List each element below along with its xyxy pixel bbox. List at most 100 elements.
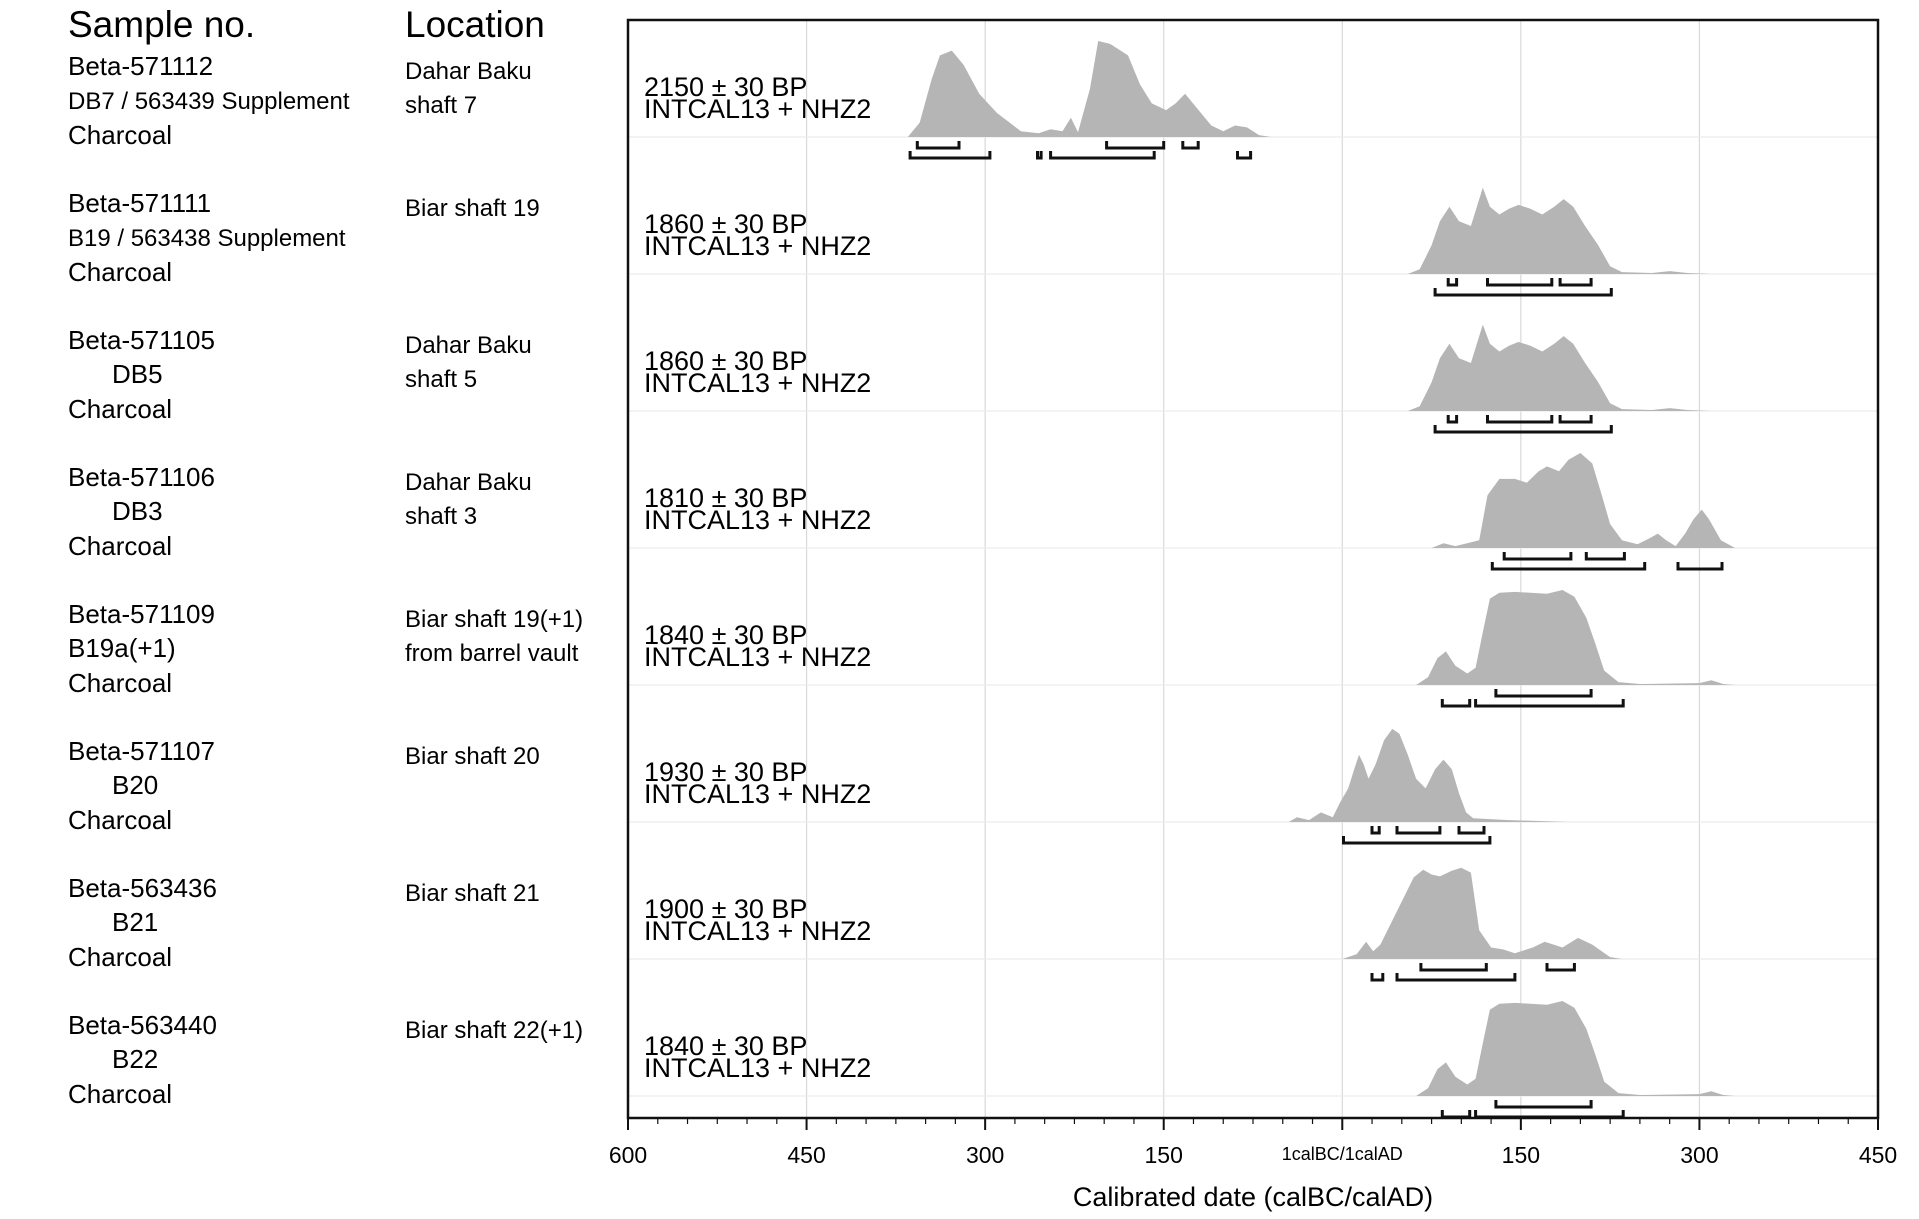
- sample-id: Beta-571106: [68, 462, 215, 492]
- range-2sigma-bracket: [1474, 699, 1625, 708]
- sample-subid: DB7 / 563439 Supplement: [68, 88, 350, 115]
- range-2sigma-bracket: [908, 151, 992, 160]
- sample-row: Beta-571106 DB3 Charcoal Dahar Baku shaft 3 1…: [68, 453, 1878, 571]
- sample-id: Beta-563440: [68, 1010, 217, 1040]
- range-2sigma-bracket: [1342, 836, 1492, 845]
- sample-location: Biar shaft 19(+1): [405, 606, 583, 633]
- range-2sigma-bracket: [1370, 973, 1385, 982]
- x-tick-label: 1calBC/1calAD: [1282, 1144, 1403, 1164]
- range-2sigma-bracket: [1440, 1110, 1472, 1119]
- range-2sigma-bracket: [1395, 973, 1517, 982]
- range-1sigma-bracket: [915, 141, 961, 150]
- range-1sigma-bracket: [1486, 415, 1554, 424]
- sample-location: shaft 7: [405, 92, 477, 119]
- calibration-curve-label: INTCAL13 + NHZ2: [644, 231, 871, 261]
- range-1sigma-bracket: [1584, 552, 1626, 561]
- sample-location: Biar shaft 19: [405, 195, 540, 222]
- sample-id: Beta-571109: [68, 599, 215, 629]
- calibration-curve-label: INTCAL13 + NHZ2: [644, 368, 871, 398]
- sample-material: Charcoal: [68, 394, 172, 424]
- sample-location: Biar shaft 21: [405, 880, 540, 907]
- calibration-curve-label: INTCAL13 + NHZ2: [644, 94, 871, 124]
- radiocarbon-date-label: 1900 ± 30 BP: [644, 894, 807, 924]
- sample-row: Beta-563436 B21 Charcoal Biar shaft 21 1900 …: [68, 867, 1878, 982]
- range-2sigma-bracket: [1433, 425, 1613, 434]
- probability-density: [1416, 590, 1736, 685]
- range-2sigma-bracket: [1676, 562, 1724, 571]
- radiocarbon-date-label: 1840 ± 30 BP: [644, 620, 807, 650]
- radiocarbon-date-label: 1840 ± 30 BP: [644, 1031, 807, 1061]
- sample-subid: B20: [112, 770, 158, 800]
- probability-density: [1431, 453, 1736, 548]
- sample-material: Charcoal: [68, 531, 172, 561]
- range-1sigma-bracket: [1486, 278, 1554, 287]
- calibration-curve-label: INTCAL13 + NHZ2: [644, 1053, 871, 1083]
- radiocarbon-date-label: 1860 ± 30 BP: [644, 209, 807, 239]
- location-header: Location: [405, 4, 545, 45]
- sample-location: from barrel vault: [405, 640, 579, 667]
- sample-id: Beta-571107: [68, 736, 215, 766]
- range-2sigma-bracket: [1036, 151, 1043, 160]
- sample-rows: Beta-571112 DB7 / 563439 Supplement Charco…: [68, 41, 1878, 1119]
- x-tick-label: 150: [1145, 1142, 1183, 1168]
- sample-material: Charcoal: [68, 257, 172, 287]
- sample-subid: B19a(+1): [68, 633, 176, 663]
- x-tick-label: 300: [1680, 1142, 1718, 1168]
- x-axis-title: Calibrated date (calBC/calAD): [1073, 1182, 1433, 1212]
- sample-material: Charcoal: [68, 942, 172, 972]
- range-1sigma-bracket: [1446, 415, 1459, 424]
- probability-density: [1416, 1001, 1736, 1096]
- sample-row: Beta-571105 DB5 Charcoal Dahar Baku shaft 5 1…: [68, 324, 1878, 434]
- range-1sigma-bracket: [1370, 826, 1381, 835]
- sample-row: Beta-563440 B22 Charcoal Biar shaft 22(+1) 1…: [68, 1001, 1878, 1119]
- range-1sigma-bracket: [1545, 963, 1576, 972]
- sample-material: Charcoal: [68, 668, 172, 698]
- sample-material: Charcoal: [68, 120, 172, 150]
- calibration-curve-label: INTCAL13 + NHZ2: [644, 642, 871, 672]
- radiocarbon-date-label: 2150 ± 30 BP: [644, 72, 807, 102]
- x-tick-label: 300: [966, 1142, 1004, 1168]
- probability-density: [1407, 187, 1712, 274]
- probability-density: [1407, 324, 1712, 411]
- sample-subid: B19 / 563438 Supplement: [68, 225, 346, 252]
- sample-id: Beta-571111: [68, 188, 211, 218]
- x-tick-label: 600: [609, 1142, 647, 1168]
- range-2sigma-bracket: [1490, 562, 1647, 571]
- sample-location: Biar shaft 20: [405, 743, 540, 770]
- sample-row: Beta-571111 B19 / 563438 Supplement Charco…: [68, 187, 1878, 297]
- range-1sigma-bracket: [1457, 826, 1486, 835]
- range-1sigma-bracket: [1494, 1100, 1593, 1109]
- calibration-curve-label: INTCAL13 + NHZ2: [644, 916, 871, 946]
- sample-location: Dahar Baku: [405, 332, 532, 359]
- calibration-curve-label: INTCAL13 + NHZ2: [644, 505, 871, 535]
- probability-density: [1342, 867, 1622, 959]
- sample-material: Charcoal: [68, 805, 172, 835]
- range-1sigma-bracket: [1181, 141, 1200, 150]
- sample-location: Dahar Baku: [405, 58, 532, 85]
- sample-row: Beta-571109 B19a(+1) Charcoal Biar shaft 19…: [68, 590, 1878, 708]
- sample-material: Charcoal: [68, 1079, 172, 1109]
- range-1sigma-bracket: [1502, 552, 1573, 561]
- range-1sigma-bracket: [1105, 141, 1166, 150]
- sample-row: Beta-571107 B20 Charcoal Biar shaft 20 1930 …: [68, 728, 1878, 845]
- sample-id: Beta-563436: [68, 873, 217, 903]
- range-1sigma-bracket: [1419, 963, 1488, 972]
- sample-location: Biar shaft 22(+1): [405, 1017, 583, 1044]
- radiocarbon-date-label: 1860 ± 30 BP: [644, 346, 807, 376]
- sample-header: Sample no.: [68, 4, 255, 45]
- radiocarbon-date-label: 1810 ± 30 BP: [644, 483, 807, 513]
- range-2sigma-bracket: [1474, 1110, 1625, 1119]
- range-1sigma-bracket: [1395, 826, 1442, 835]
- sample-subid: B22: [112, 1044, 158, 1074]
- sample-id: Beta-571105: [68, 325, 215, 355]
- sample-subid: B21: [112, 907, 158, 937]
- range-1sigma-bracket: [1494, 689, 1593, 698]
- range-1sigma-bracket: [1446, 278, 1459, 287]
- range-1sigma-bracket: [1558, 415, 1593, 424]
- probability-density: [907, 41, 1271, 137]
- x-tick-label: 150: [1502, 1142, 1540, 1168]
- range-2sigma-bracket: [1236, 151, 1253, 160]
- sample-id: Beta-571112: [68, 51, 213, 81]
- sample-subid: DB5: [112, 359, 163, 389]
